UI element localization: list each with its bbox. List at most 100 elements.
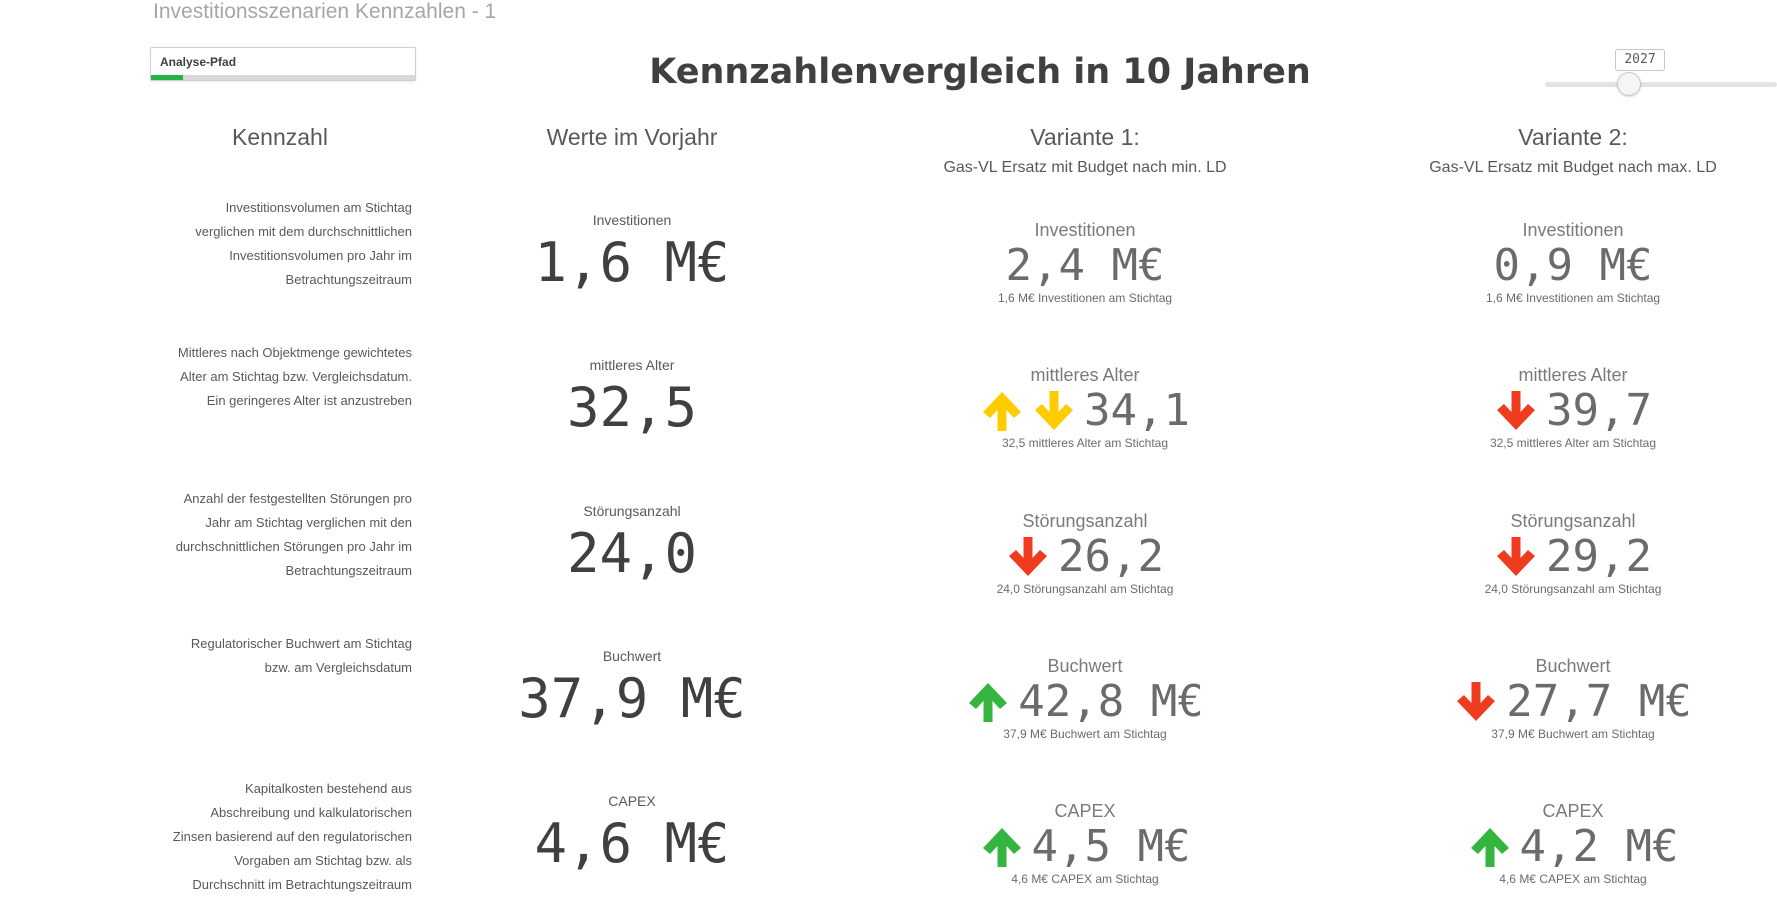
arrow-up-icon — [1468, 826, 1520, 868]
metric-description: Regulatorischer Buchwert am Stichtag bzw.… — [130, 632, 412, 680]
variante-2-kpi: Buchwert 27,7 M€ 37,9 M€ Buchwert am Stich… — [1373, 656, 1773, 741]
column-header-vorjahr: Werte im Vorjahr — [482, 124, 782, 151]
metric-description: Investitionsvolumen am Stichtag vergliche… — [130, 196, 412, 292]
previous-year-kpi: mittleres Alter 32,5 — [482, 357, 782, 443]
variant-kpi-value-row: 2,4 M€ — [885, 241, 1285, 291]
previous-year-value: 32,5 — [566, 376, 698, 439]
variante-1-kpi: mittleres Alter 34,1 32,5 mittleres Alter … — [885, 365, 1285, 450]
variant-kpi-comparison: 4,6 M€ CAPEX am Stichtag — [1499, 872, 1647, 886]
arrow-up-icon — [980, 390, 1032, 432]
description-line: Durchschnitt im Betrachtungszeitraum — [192, 877, 412, 892]
variant-kpi-value: 27,7 M€ — [1506, 676, 1692, 727]
previous-year-label: Buchwert — [602, 648, 662, 664]
variant-kpi-value: 26,2 — [1058, 531, 1164, 582]
metric-description: Kapitalkosten bestehend aus Abschreibung … — [130, 777, 412, 897]
variante-2-kpi: mittleres Alter 39,7 32,5 mittleres Alter … — [1373, 365, 1773, 450]
variant-kpi-label: CAPEX — [1542, 801, 1604, 821]
column-header-variante-2: Variante 2: Gas-VL Ersatz mit Budget nac… — [1373, 124, 1773, 177]
variant-kpi-label: Investitionen — [1034, 220, 1136, 240]
variant-kpi-label: Buchwert — [1047, 656, 1123, 676]
variante-2-kpi: CAPEX 4,2 M€ 4,6 M€ CAPEX am Stichtag — [1373, 801, 1773, 886]
arrow-up-icon — [980, 826, 1032, 868]
description-line: Investitionsvolumen am Stichtag — [225, 200, 412, 215]
arrow-up-icon — [966, 681, 1018, 723]
variant-kpi-value: 29,2 — [1546, 531, 1652, 582]
variante-1-kpi: Buchwert 42,8 M€ 37,9 M€ Buchwert am Stich… — [885, 656, 1285, 741]
previous-year-label: mittleres Alter — [589, 357, 675, 373]
previous-year-value: 37,9 M€ — [518, 667, 746, 730]
description-line: Alter am Stichtag bzw. Vergleichsdatum. — [180, 369, 412, 384]
variant-kpi-value-row: 4,5 M€ — [885, 822, 1285, 872]
main-title: Kennzahlenvergleich in 10 Jahren — [649, 52, 1311, 92]
variant-kpi-label: Störungsanzahl — [1022, 511, 1148, 531]
variant-kpi-label: mittleres Alter — [1030, 365, 1140, 385]
header-v1-subtitle: Gas-VL Ersatz mit Budget nach min. LD — [943, 159, 1227, 176]
arrow-down-icon — [1006, 536, 1058, 578]
variant-kpi-comparison: 1,6 M€ Investitionen am Stichtag — [1485, 291, 1661, 305]
variant-kpi-label: Buchwert — [1535, 656, 1611, 676]
year-slider-value: 2027 — [1615, 49, 1665, 71]
description-line: Vorgaben am Stichtag bzw. als — [234, 853, 412, 868]
variant-kpi-value-row: 29,2 — [1373, 532, 1773, 582]
description-line: verglichen mit dem durchschnittlichen — [195, 224, 412, 239]
metric-description: Anzahl der festgestellten Störungen pro J… — [130, 487, 412, 583]
variant-kpi-value: 39,7 — [1546, 385, 1652, 436]
variant-kpi-comparison: 24,0 Störungsanzahl am Stichtag — [1484, 582, 1662, 596]
variant-kpi-value: 0,9 M€ — [1493, 240, 1653, 291]
variant-kpi-comparison: 37,9 M€ Buchwert am Stichtag — [1491, 727, 1655, 741]
column-header-variante-1: Variante 1: Gas-VL Ersatz mit Budget nac… — [885, 124, 1285, 177]
year-slider-track[interactable] — [1545, 82, 1777, 87]
variant-kpi-value-row: 42,8 M€ — [885, 677, 1285, 727]
variant-kpi-value-row: 0,9 M€ — [1373, 241, 1773, 291]
variant-kpi-value-row: 34,1 — [885, 386, 1285, 436]
description-line: Mittleres nach Objektmenge gewichtetes — [177, 345, 412, 360]
description-line: Kapitalkosten bestehend aus — [245, 781, 412, 796]
arrow-down-icon — [1454, 681, 1506, 723]
variant-kpi-value: 4,2 M€ — [1519, 821, 1679, 872]
analysis-progress-track — [151, 75, 415, 80]
previous-year-label: Störungsanzahl — [583, 503, 681, 519]
variant-kpi-comparison: 32,5 mittleres Alter am Stichtag — [1001, 436, 1169, 450]
description-line: Betrachtungszeitraum — [285, 563, 412, 578]
header-vorjahr-label: Werte im Vorjahr — [546, 124, 718, 150]
header-v1-title: Variante 1: — [1030, 124, 1140, 150]
variant-kpi-value: 42,8 M€ — [1018, 676, 1204, 727]
description-line: Investitionsvolumen pro Jahr im — [229, 248, 412, 263]
analysis-progress-fill — [151, 75, 183, 80]
column-header-kennzahl: Kennzahl — [180, 124, 380, 151]
variant-kpi-label: CAPEX — [1054, 801, 1116, 821]
variant-kpi-value-row: 26,2 — [885, 532, 1285, 582]
variante-2-kpi: Investitionen 0,9 M€ 1,6 M€ Investitionen … — [1373, 220, 1773, 305]
variant-kpi-value: 4,5 M€ — [1031, 821, 1191, 872]
description-line: Anzahl der festgestellten Störungen pro — [183, 491, 412, 506]
variant-kpi-value-row: 27,7 M€ — [1373, 677, 1773, 727]
variant-kpi-comparison: 32,5 mittleres Alter am Stichtag — [1489, 436, 1657, 450]
previous-year-kpi: Investitionen 1,6 M€ — [482, 212, 782, 298]
previous-year-kpi: Störungsanzahl 24,0 — [482, 503, 782, 589]
arrow-down-icon — [1494, 536, 1546, 578]
header-v2-subtitle: Gas-VL Ersatz mit Budget nach max. LD — [1429, 159, 1717, 176]
description-line: bzw. am Vergleichsdatum — [264, 660, 412, 675]
previous-year-kpi: Buchwert 37,9 M€ — [482, 648, 782, 734]
description-line: Regulatorischer Buchwert am Stichtag — [190, 636, 412, 651]
description-line: Zinsen basierend auf den regulatorischen — [172, 829, 412, 844]
description-line: durchschnittlichen Störungen pro Jahr im — [175, 539, 412, 554]
variant-kpi-label: Investitionen — [1522, 220, 1624, 240]
variante-1-kpi: CAPEX 4,5 M€ 4,6 M€ CAPEX am Stichtag — [885, 801, 1285, 886]
variant-kpi-value-row: 39,7 — [1373, 386, 1773, 436]
arrow-down-icon — [1494, 390, 1546, 432]
description-line: Ein geringeres Alter ist anzustreben — [206, 393, 412, 408]
variant-kpi-label: mittleres Alter — [1518, 365, 1628, 385]
year-slider-handle[interactable] — [1617, 72, 1641, 96]
previous-year-label: Investitionen — [592, 212, 672, 228]
header-v2-title: Variante 2: — [1518, 124, 1628, 150]
previous-year-value: 24,0 — [566, 522, 698, 585]
description-line: Betrachtungszeitraum — [285, 272, 412, 287]
analysis-path-label: Analyse-Pfad — [160, 55, 237, 69]
metric-description: Mittleres nach Objektmenge gewichtetes Al… — [130, 341, 412, 413]
variant-kpi-comparison: 4,6 M€ CAPEX am Stichtag — [1011, 872, 1159, 886]
analysis-path-button[interactable]: Analyse-Pfad — [150, 47, 416, 81]
previous-year-value: 4,6 M€ — [534, 812, 730, 875]
variant-kpi-comparison: 24,0 Störungsanzahl am Stichtag — [996, 582, 1174, 596]
variante-1-kpi: Störungsanzahl 26,2 24,0 Störungsanzahl am… — [885, 511, 1285, 596]
